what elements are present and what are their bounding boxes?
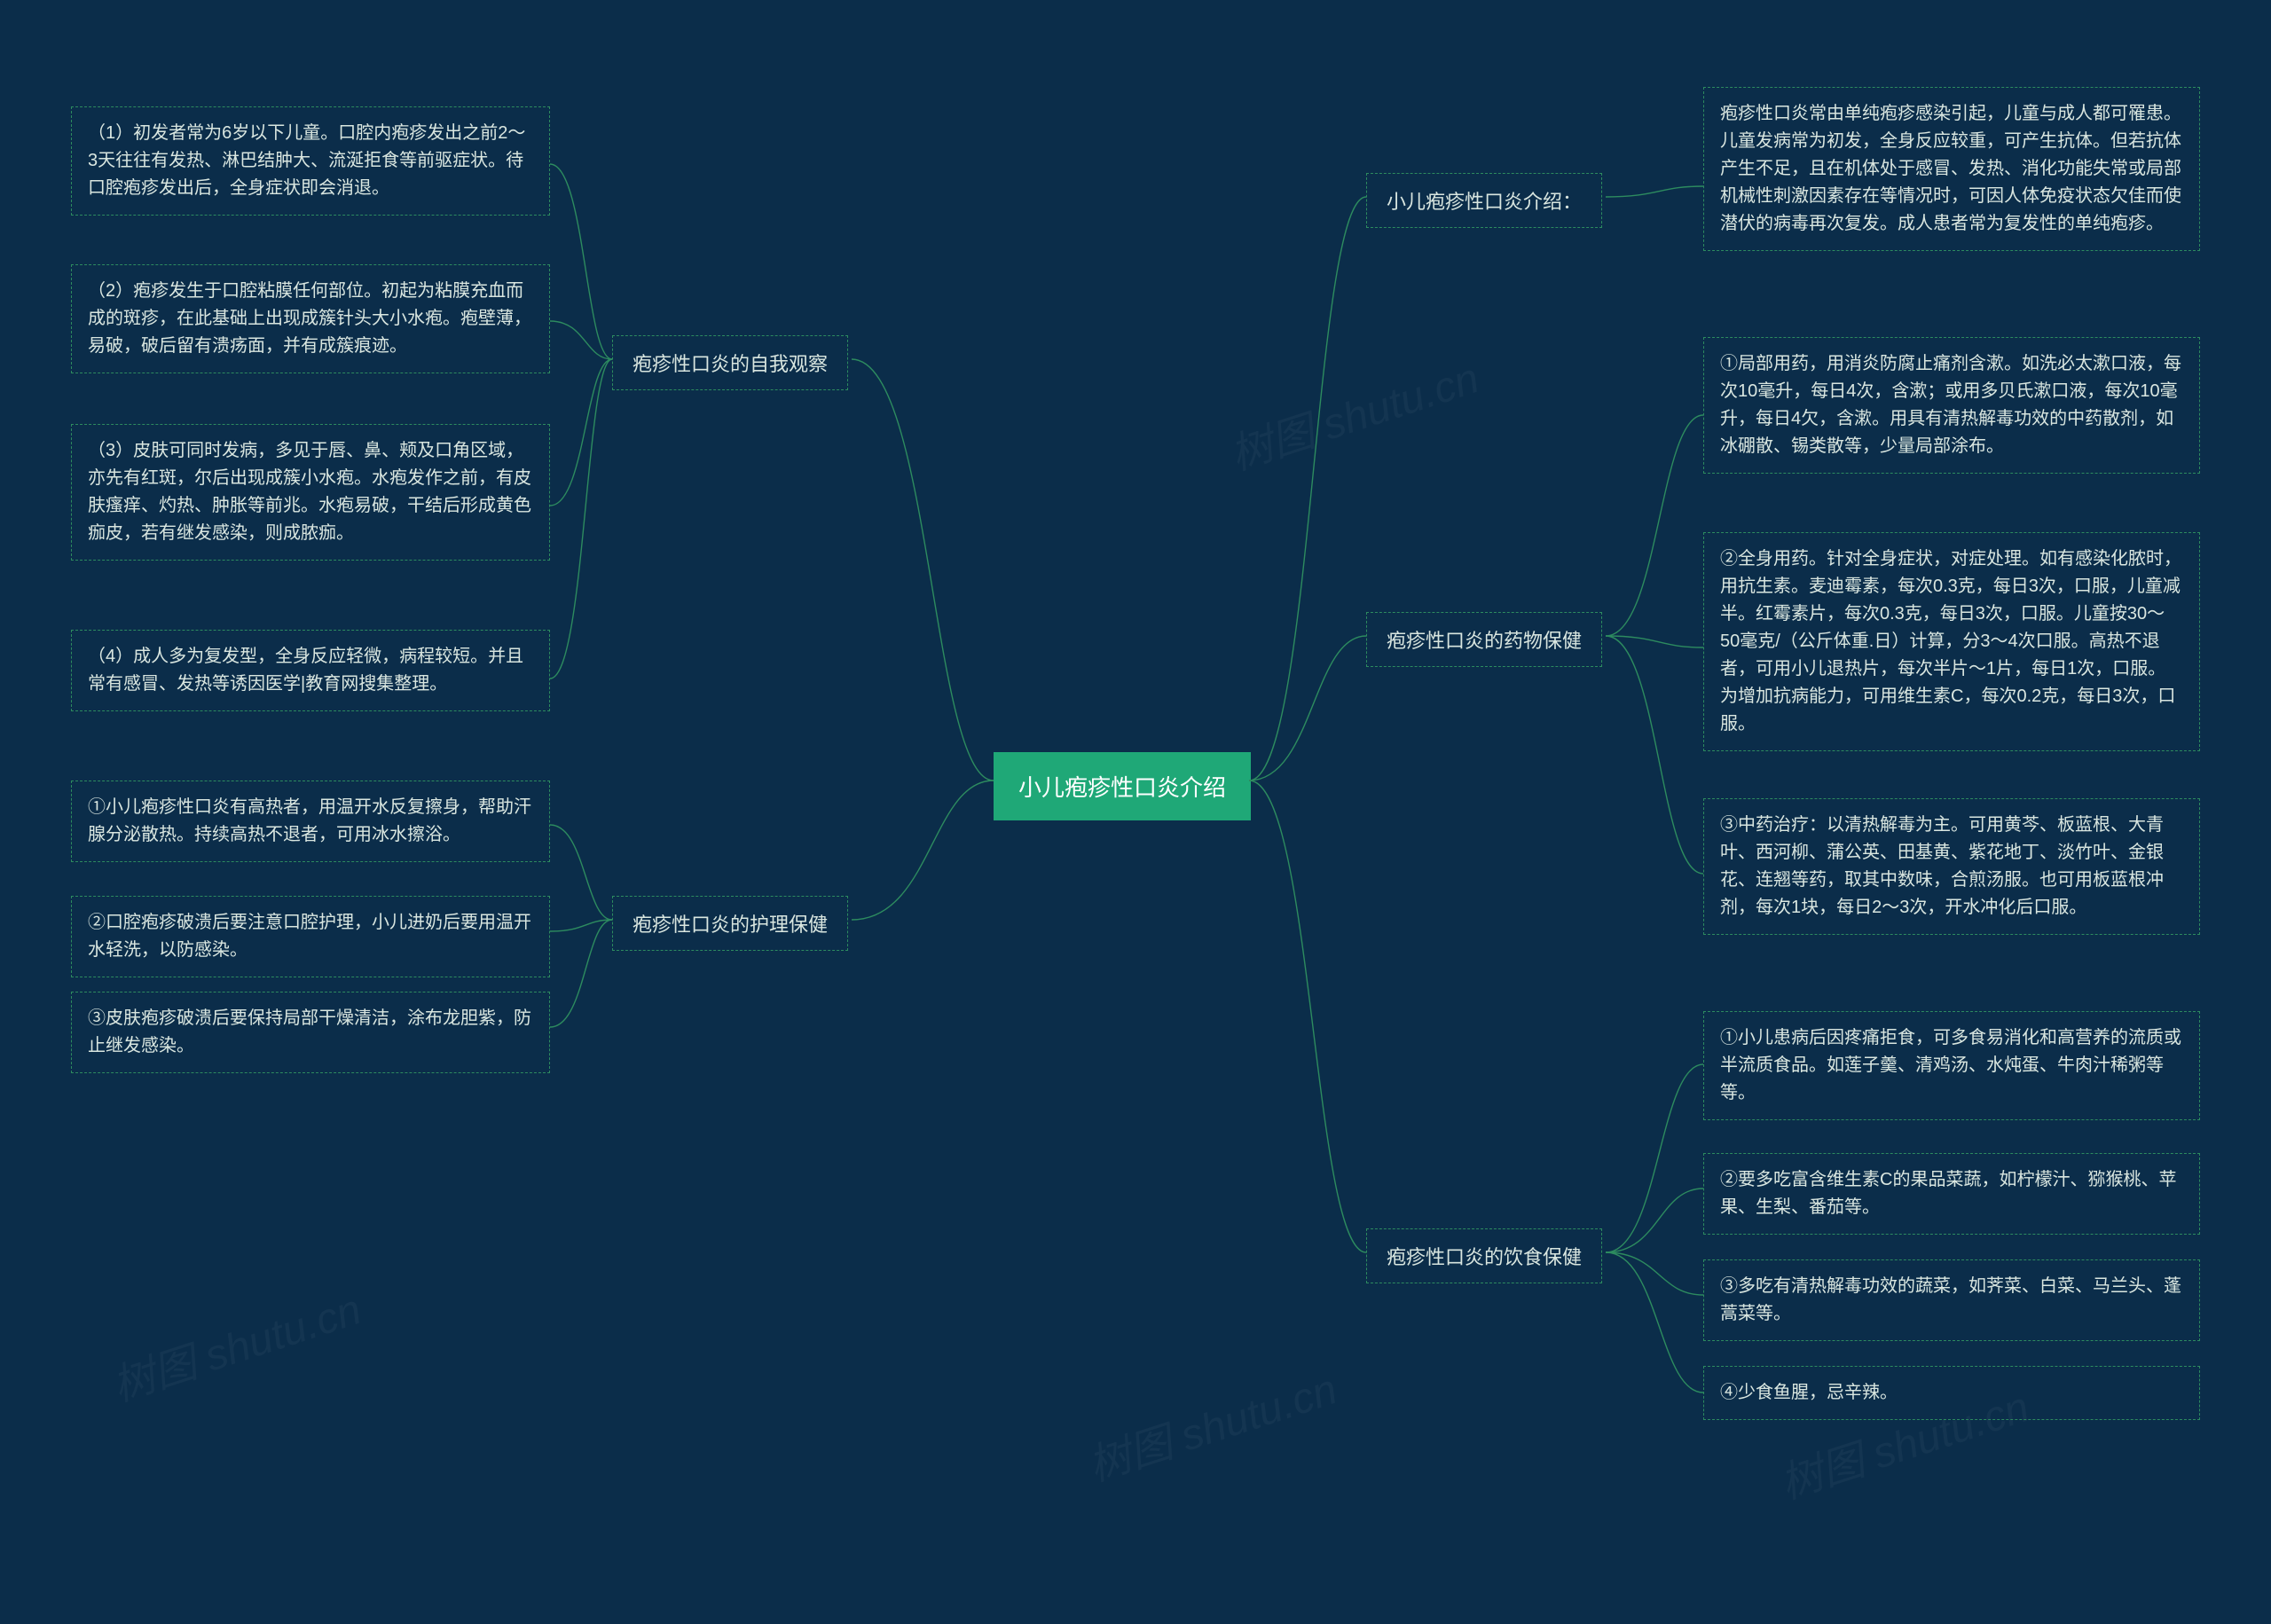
leaf-self-observe-2: （2）疱疹发生于口腔粘膜任何部位。初起为粘膜充血而成的斑疹，在此基础上出现成簇针…	[71, 264, 550, 373]
watermark: 树图 shutu.cn	[1079, 1354, 1343, 1493]
leaf-self-observe-4: （4）成人多为复发型，全身反应轻微，病程较短。并且常有感冒、发热等诱因医学|教育…	[71, 630, 550, 711]
leaf-nursing-1: ①小儿疱疹性口炎有高热者，用温开水反复擦身，帮助汗腺分泌散热。持续高热不退者，可…	[71, 781, 550, 862]
leaf-medicine-3: ③中药治疗：以清热解毒为主。可用黄芩、板蓝根、大青叶、西河柳、蒲公英、田基黄、紫…	[1703, 798, 2200, 935]
center-node: 小儿疱疹性口炎介绍	[994, 752, 1251, 820]
leaf-diet-3: ③多吃有清热解毒功效的蔬菜，如荠菜、白菜、马兰头、蓬蒿菜等。	[1703, 1259, 2200, 1341]
leaf-nursing-3: ③皮肤疱疹破溃后要保持局部干燥清洁，涂布龙胆紫，防止继发感染。	[71, 992, 550, 1073]
leaf-diet-4: ④少食鱼腥，忌辛辣。	[1703, 1366, 2200, 1420]
leaf-diet-1: ①小儿患病后因疼痛拒食，可多食易消化和高营养的流质或半流质食品。如莲子羹、清鸡汤…	[1703, 1011, 2200, 1120]
branch-self-observe: 疱疹性口炎的自我观察	[612, 335, 848, 390]
leaf-medicine-1: ①局部用药，用消炎防腐止痛剂含漱。如洗必太漱口液，每次10毫升，每日4次，含漱；…	[1703, 337, 2200, 474]
leaf-nursing-2: ②口腔疱疹破溃后要注意口腔护理，小儿进奶后要用温开水轻洗，以防感染。	[71, 896, 550, 977]
leaf-self-observe-1: （1）初发者常为6岁以下儿童。口腔内疱疹发出之前2～3天往往有发热、淋巴结肿大、…	[71, 106, 550, 216]
watermark: 树图 shutu.cn	[1221, 343, 1485, 482]
branch-intro: 小儿疱疹性口炎介绍：	[1366, 173, 1602, 228]
branch-medicine: 疱疹性口炎的药物保健	[1366, 612, 1602, 667]
leaf-intro-1: 疱疹性口炎常由单纯疱疹感染引起，儿童与成人都可罹患。儿童发病常为初发，全身反应较…	[1703, 87, 2200, 251]
leaf-diet-2: ②要多吃富含维生素C的果品菜蔬，如柠檬汁、猕猴桃、苹果、生梨、番茄等。	[1703, 1153, 2200, 1235]
leaf-self-observe-3: （3）皮肤可同时发病，多见于唇、鼻、颊及口角区域，亦先有红斑，尔后出现成簇小水疱…	[71, 424, 550, 561]
branch-diet: 疱疹性口炎的饮食保健	[1366, 1228, 1602, 1283]
branch-nursing: 疱疹性口炎的护理保健	[612, 896, 848, 951]
leaf-medicine-2: ②全身用药。针对全身症状，对症处理。如有感染化脓时，用抗生素。麦迪霉素，每次0.…	[1703, 532, 2200, 751]
watermark: 树图 shutu.cn	[103, 1275, 367, 1413]
